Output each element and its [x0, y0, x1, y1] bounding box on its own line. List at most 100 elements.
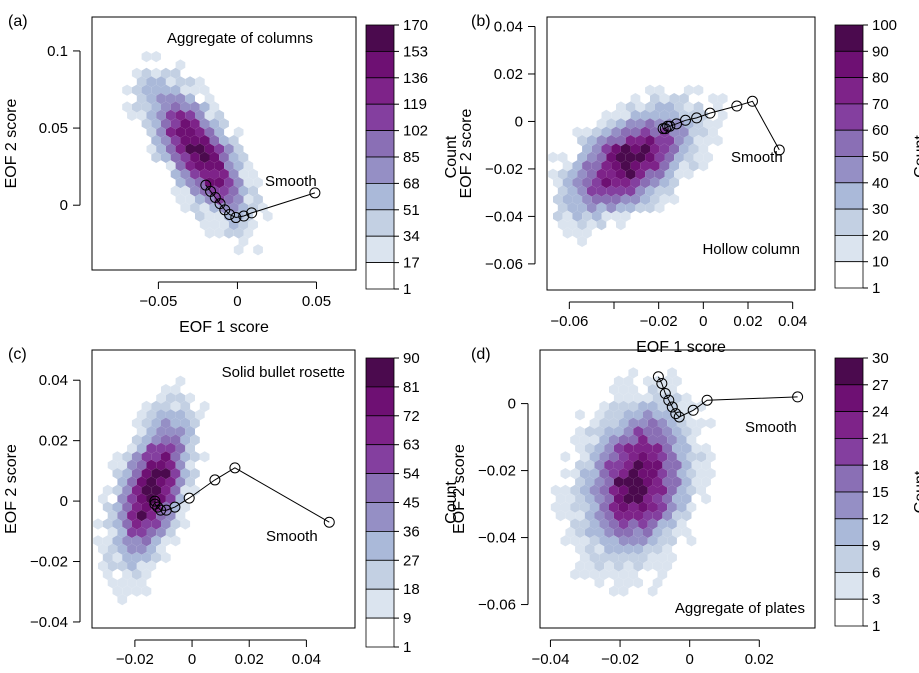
hex-cell [698, 143, 709, 155]
hex-cell [165, 392, 176, 404]
hexbin-cells [122, 51, 273, 256]
hex-cell [151, 84, 161, 96]
hex-cell [638, 484, 648, 496]
hex-cell [582, 227, 592, 239]
hex-cell [209, 168, 220, 180]
colorbar-tick-label: 21 [872, 430, 889, 447]
hex-cell [224, 143, 234, 155]
hex-cell [643, 392, 653, 404]
hex-cell [550, 501, 561, 513]
hex-cell [131, 434, 142, 446]
hex-cell [253, 177, 263, 189]
hex-cell [589, 552, 600, 564]
hex-cell [620, 109, 631, 121]
colorbar-tick-label: 85 [403, 149, 420, 166]
colorbar-tick-label: 36 [403, 523, 420, 540]
y-axis: −0.04 −0.02 0 0.02 0.04 EOF 2 score [3, 372, 81, 631]
colorbar-tick-label: 18 [872, 457, 889, 474]
hex-cell [180, 451, 191, 463]
hex-cell [156, 476, 166, 488]
hex-cell [652, 543, 663, 555]
hex-cell [589, 518, 600, 530]
hex-cell [131, 585, 142, 597]
hex-cell [107, 526, 118, 538]
hex-cell [127, 560, 137, 572]
hex-cell [98, 493, 108, 505]
hex-cell [717, 93, 728, 105]
hex-cell [657, 484, 668, 496]
hex-cell [613, 560, 624, 572]
panel-1: (a) −0.05 0 0.05 EOF 1 score 0 0.05 0.1 EOF 2 sc… [3, 13, 460, 336]
hex-cell [584, 459, 595, 471]
hex-cell [664, 101, 675, 113]
hex-cell [238, 235, 249, 247]
hex-cell [572, 193, 583, 205]
colorbar-cell [834, 545, 864, 573]
hex-cell [175, 59, 186, 71]
x-tick-label: −0.05 [139, 293, 177, 310]
hex-cell [199, 84, 210, 96]
hex-cell [161, 468, 171, 480]
hex-cell [657, 417, 668, 429]
hex-cell [594, 510, 605, 522]
hex-cell [652, 409, 663, 421]
hex-cell [131, 518, 142, 530]
colorbar-tick-label: 40 [872, 175, 889, 192]
hex-cell [713, 118, 723, 130]
colorbar-tick-label: 6 [872, 564, 880, 581]
colorbar-cell [365, 386, 395, 417]
hex-cell [199, 400, 210, 412]
hex-cell [630, 193, 641, 205]
hex-cell [117, 459, 128, 471]
hex-cell [195, 193, 205, 205]
hex-cell [146, 560, 157, 572]
hex-cell [599, 400, 609, 412]
hex-cell [647, 501, 658, 513]
hex-cell [146, 126, 157, 138]
hex-cell [681, 426, 692, 438]
hex-cell [102, 518, 113, 530]
hex-cell [613, 426, 624, 438]
hex-cell [122, 535, 132, 547]
y-axis: −0.06 −0.04 −0.02 0 EOF 2 score [451, 396, 529, 614]
hex-cell [195, 126, 205, 138]
hex-cell [156, 126, 166, 138]
hex-cell [640, 177, 650, 189]
hex-cell [586, 168, 597, 180]
hex-cell [170, 468, 181, 480]
hex-cell [127, 543, 137, 555]
hex-cell [141, 585, 152, 597]
hex-cell [136, 459, 147, 471]
hex-cell [654, 135, 665, 147]
hex-cell [127, 577, 137, 589]
hex-cell [591, 210, 602, 222]
hex-cell [703, 151, 713, 163]
hex-cell [146, 510, 157, 522]
y-axis-title: EOF 2 score [458, 109, 475, 199]
hex-cell [577, 235, 587, 247]
hex-cell [562, 227, 573, 239]
hex-cell [175, 392, 186, 404]
hex-cell [165, 510, 176, 522]
hex-cell [645, 202, 655, 214]
hex-cell [589, 451, 600, 463]
hex-cell [195, 409, 205, 421]
hex-cell [575, 560, 585, 572]
smooth-curve [652, 371, 804, 423]
hex-cell [594, 493, 605, 505]
hex-cell [107, 577, 118, 589]
smooth-point [656, 377, 668, 389]
x-tick-label: −0.02 [640, 313, 678, 330]
colorbar-cell [834, 182, 864, 210]
hex-cell [609, 518, 619, 530]
hex-cell [681, 459, 692, 471]
hex-cell [609, 468, 619, 480]
hex-cell [609, 434, 619, 446]
hex-cell [623, 409, 634, 421]
hex-cell [650, 143, 660, 155]
hex-cell [165, 126, 176, 138]
hex-cell [127, 109, 137, 121]
hex-cell [117, 560, 128, 572]
hex-cell [146, 476, 157, 488]
hex-cell [122, 84, 132, 96]
